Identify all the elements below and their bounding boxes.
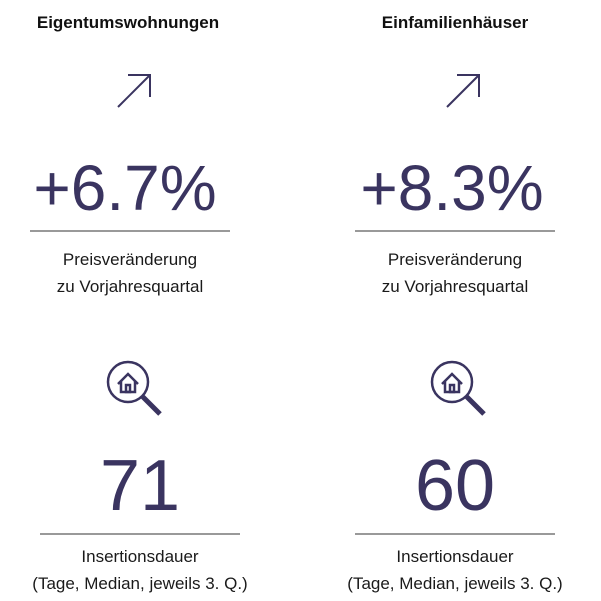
label-line: (Tage, Median, jeweils 3. Q.) [347, 574, 562, 593]
label-line: Insertionsdauer [81, 547, 199, 566]
label-line: Preisveränderung [388, 250, 522, 269]
column-title: Eigentumswohnungen [37, 13, 219, 32]
label-line: zu Vorjahresquartal [57, 277, 203, 296]
days: 60 [415, 446, 495, 526]
price-change: +6.7% [33, 152, 216, 224]
column: Einfamilienhäuser +8.3% Preisveränderung… [347, 13, 562, 593]
days: 71 [100, 446, 180, 526]
label-line: Insertionsdauer [396, 547, 514, 566]
label-line: (Tage, Median, jeweils 3. Q.) [32, 574, 247, 593]
arrow-up-icon [117, 74, 151, 108]
price-change: +8.3% [360, 152, 543, 224]
search-house-icon [106, 360, 162, 416]
label-line: zu Vorjahresquartal [382, 277, 528, 296]
column: Eigentumswohnungen +6.7% Preisveränderun… [30, 13, 248, 593]
column-title: Einfamilienhäuser [382, 13, 529, 32]
search-house-icon [430, 360, 486, 416]
arrow-up-icon [446, 74, 480, 108]
label-line: Preisveränderung [63, 250, 197, 269]
